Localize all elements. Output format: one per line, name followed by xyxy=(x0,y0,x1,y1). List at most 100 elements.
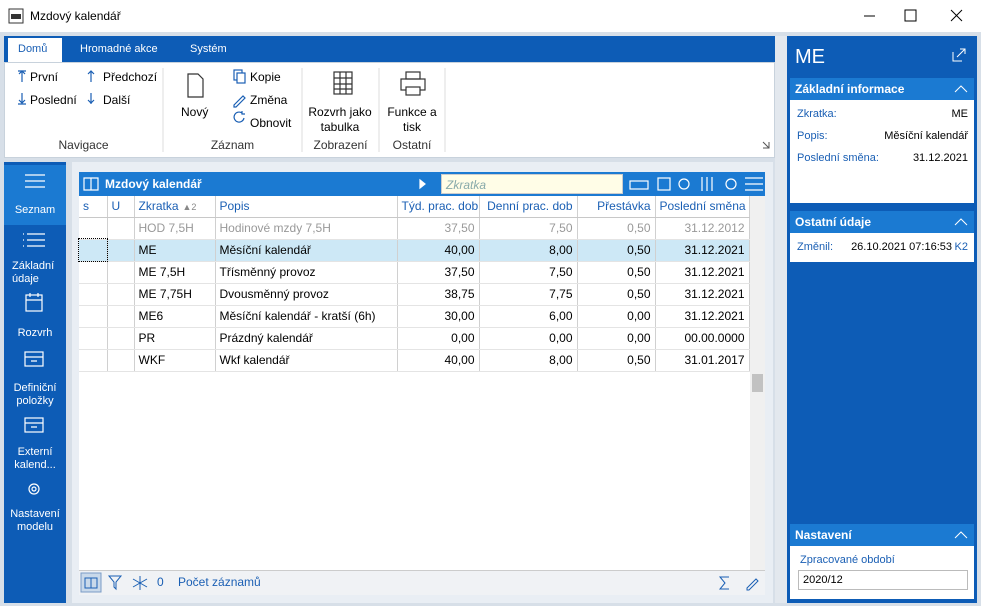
column-header[interactable]: Přestávka xyxy=(577,196,656,218)
grid-row[interactable]: ME 7,75H Dvousměnný provoz 38,75 7,75 0,50 31… xyxy=(79,283,750,306)
grid-cell[interactable]: 7,75 xyxy=(479,283,578,306)
grid-cell[interactable]: 0,50 xyxy=(577,283,656,306)
grid-cell[interactable] xyxy=(107,283,135,306)
grid-cell[interactable]: Třísměnný provoz xyxy=(215,261,398,284)
grid-cell[interactable]: 00.00.0000 xyxy=(655,327,750,350)
ribbon-button[interactable]: Změna xyxy=(250,93,288,107)
column-header[interactable]: Týd. prac. dob xyxy=(397,196,480,218)
splitter[interactable] xyxy=(775,36,787,603)
grid-cell[interactable]: 8,00 xyxy=(479,349,578,372)
grid-cell[interactable]: 6,00 xyxy=(479,305,578,328)
ribbon-button[interactable]: Další xyxy=(103,93,131,107)
popout-icon[interactable] xyxy=(950,46,968,64)
column-header[interactable]: Zkratka ▲2 xyxy=(134,196,216,218)
ribbon-button[interactable]: Funkce a tisk xyxy=(387,105,437,134)
grid-cell[interactable] xyxy=(107,349,135,372)
grid-cell[interactable]: PR xyxy=(134,327,216,350)
field-input[interactable]: 2020/12 xyxy=(798,570,968,590)
grid-cell[interactable]: Měsíční kalendář - kratší (6h) xyxy=(215,305,398,328)
ribbon-button[interactable]: První xyxy=(30,70,59,84)
sidebar-item[interactable]: Seznam xyxy=(14,204,56,216)
grid-cell[interactable] xyxy=(79,349,108,372)
window-controls[interactable] xyxy=(850,0,981,32)
grid-cell[interactable] xyxy=(79,327,108,350)
grid-cell[interactable]: ME6 xyxy=(134,305,216,328)
grid-cell[interactable] xyxy=(79,283,108,306)
grid-cell[interactable] xyxy=(78,238,108,262)
ribbon-button[interactable]: Nový xyxy=(181,105,209,119)
tab[interactable]: Domů xyxy=(18,43,48,55)
grid-row[interactable]: PR Prázdný kalendář 0,00 0,00 0,00 00.00.0000 xyxy=(79,327,750,350)
grid-cell[interactable]: 0,00 xyxy=(479,327,578,350)
grid-cell[interactable]: 37,50 xyxy=(397,261,480,284)
collapse-icon[interactable] xyxy=(954,530,968,540)
grid-cell[interactable]: Hodinové mzdy 7,5H xyxy=(215,217,398,240)
grid-cell[interactable]: 7,50 xyxy=(479,261,578,284)
section-header[interactable]: Základní informace xyxy=(790,78,974,100)
ribbon-button[interactable]: Předchozí xyxy=(103,70,158,84)
grid-row[interactable]: WKF Wkf kalendář 40,00 8,00 0,50 31.01.2017 xyxy=(79,349,750,372)
grid-cell[interactable]: 37,50 xyxy=(397,217,480,240)
grid-cell[interactable]: 31.12.2021 xyxy=(655,283,750,306)
grid-cell[interactable] xyxy=(79,217,108,240)
grid-cell[interactable]: 0,50 xyxy=(577,349,656,372)
grid-cell[interactable]: 8,00 xyxy=(479,239,578,262)
grid-cell[interactable]: WKF xyxy=(134,349,216,372)
column-header[interactable]: U xyxy=(107,196,135,218)
record-count-label[interactable]: Počet záznamů xyxy=(178,575,261,589)
collapse-icon[interactable] xyxy=(954,217,968,227)
section-header[interactable]: Nastavení xyxy=(790,524,974,546)
sidebar-item[interactable]: Základní údaje xyxy=(12,260,55,285)
grid-cell[interactable]: HOD 7,5H xyxy=(134,217,216,240)
grid-cell[interactable]: 7,50 xyxy=(479,217,578,240)
collapse-icon[interactable] xyxy=(954,84,968,94)
sidebar-item[interactable]: Nastavení modelu xyxy=(10,508,60,533)
grid-cell[interactable]: 31.01.2017 xyxy=(655,349,750,372)
search-box[interactable]: Zkratka xyxy=(441,174,623,194)
column-header[interactable]: Poslední směna xyxy=(655,196,750,218)
grid-cell[interactable] xyxy=(79,261,108,284)
grid-cell[interactable]: 31.12.2021 xyxy=(655,239,750,262)
column-header[interactable]: s xyxy=(79,196,108,218)
scroll-thumb[interactable] xyxy=(752,374,763,392)
grid-cell[interactable] xyxy=(107,239,135,262)
tab[interactable]: Systém xyxy=(190,43,227,55)
grid-row[interactable]: ME 7,5H Třísměnný provoz 37,50 7,50 0,50 31.1… xyxy=(79,261,750,284)
grid-cell[interactable]: 31.12.2021 xyxy=(655,305,750,328)
column-header[interactable]: Popis xyxy=(215,196,398,218)
grid-cell[interactable] xyxy=(107,305,135,328)
grid-cell[interactable]: ME xyxy=(134,239,216,262)
grid-cell[interactable]: 0,50 xyxy=(577,261,656,284)
sidebar-item[interactable]: Externí kalend... xyxy=(14,446,56,471)
grid-cell[interactable]: 0,50 xyxy=(577,239,656,262)
grid-cell[interactable] xyxy=(107,261,135,284)
grid-cell[interactable]: ME 7,75H xyxy=(134,283,216,306)
grid-cell[interactable]: 0,50 xyxy=(577,217,656,240)
grid-cell[interactable]: 0,00 xyxy=(577,305,656,328)
grid-row[interactable]: ME6 Měsíční kalendář - kratší (6h) 30,00 6,… xyxy=(79,305,750,328)
grid-cell[interactable] xyxy=(107,217,135,240)
tab[interactable]: Hromadné akce xyxy=(80,43,158,55)
sidebar-item[interactable]: Definiční položky xyxy=(13,382,57,407)
sidebar-item[interactable]: Rozvrh xyxy=(17,327,53,339)
grid-cell[interactable]: Wkf kalendář xyxy=(215,349,398,372)
grid-cell[interactable]: 31.12.2021 xyxy=(655,261,750,284)
grid-cell[interactable]: 30,00 xyxy=(397,305,480,328)
column-header[interactable]: Denní prac. dob xyxy=(479,196,578,218)
grid-cell[interactable]: Měsíční kalendář xyxy=(215,239,398,262)
grid-cell[interactable]: Prázdný kalendář xyxy=(215,327,398,350)
grid-row[interactable]: ME Měsíční kalendář 40,00 8,00 0,50 31.12.202… xyxy=(78,238,750,262)
tab-selected[interactable] xyxy=(8,38,62,62)
grid-cell[interactable] xyxy=(107,327,135,350)
ribbon-button[interactable]: Kopie xyxy=(250,70,281,84)
grid-cell[interactable]: 40,00 xyxy=(397,239,480,262)
grid-cell[interactable]: 0,00 xyxy=(397,327,480,350)
grid-cell[interactable]: 0,00 xyxy=(577,327,656,350)
grid-cell[interactable]: ME 7,5H xyxy=(134,261,216,284)
grid-row[interactable]: HOD 7,5H Hodinové mzdy 7,5H 37,50 7,50 0,50 3… xyxy=(79,217,750,240)
ribbon-button[interactable]: Poslední xyxy=(30,93,77,107)
grid-cell[interactable]: 38,75 xyxy=(397,283,480,306)
grid-cell[interactable]: 40,00 xyxy=(397,349,480,372)
ribbon-button[interactable]: Rozvrh jako tabulka xyxy=(308,105,372,134)
grid-cell[interactable]: Dvousměnný provoz xyxy=(215,283,398,306)
